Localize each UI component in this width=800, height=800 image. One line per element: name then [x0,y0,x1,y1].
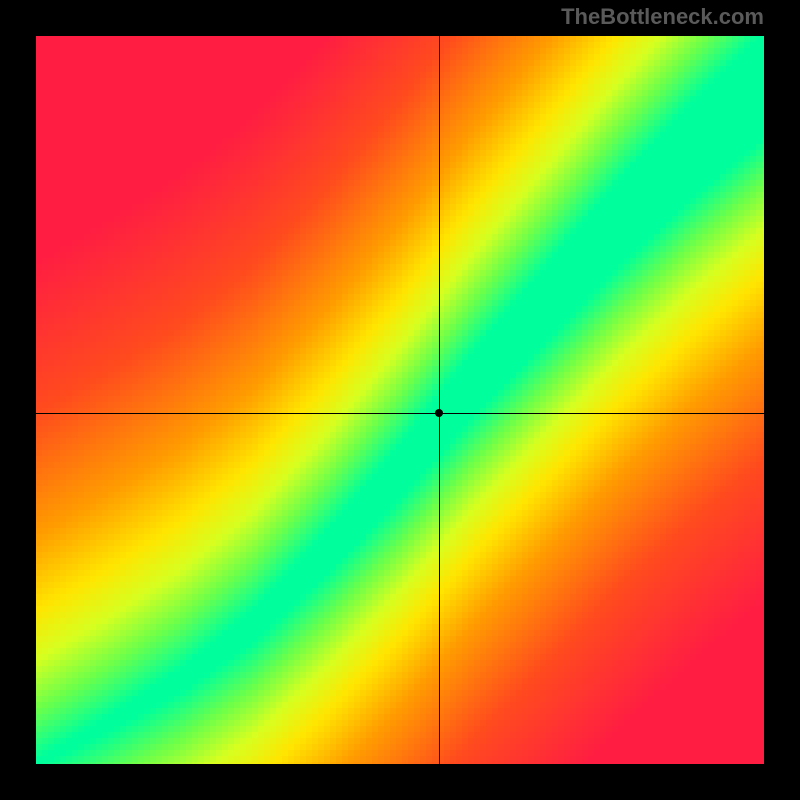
chart-frame: TheBottleneck.com [0,0,800,800]
crosshair-horizontal [36,413,764,414]
heatmap-canvas [36,36,764,764]
marker-dot [435,409,443,417]
crosshair-vertical [439,36,440,764]
watermark-text: TheBottleneck.com [561,4,764,30]
